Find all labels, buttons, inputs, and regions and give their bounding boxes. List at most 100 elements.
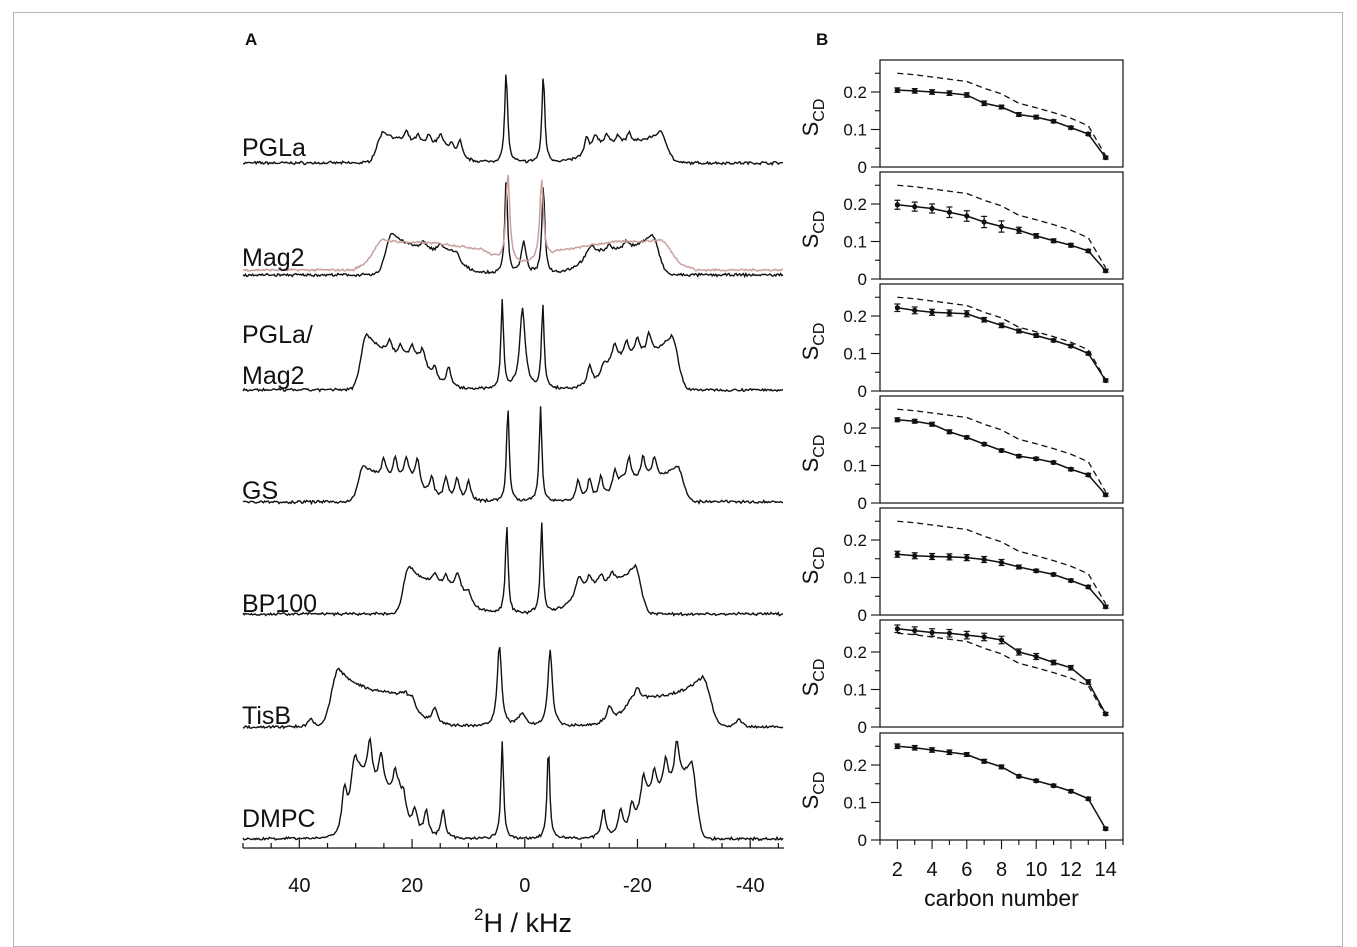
y-axis-label: SCD — [798, 435, 828, 473]
data-point — [912, 628, 917, 633]
data-point — [1086, 472, 1091, 477]
data-point — [1086, 584, 1091, 589]
reference-line — [897, 633, 1105, 716]
y-axis-label: SCD — [798, 211, 828, 249]
data-point — [929, 554, 934, 559]
order-parameter-panel: 00.10.2SCD00.10.2SCD00.10.2SCD00.10.2SCD… — [798, 60, 1123, 911]
data-point — [929, 630, 934, 635]
y-axis-label-main: S — [798, 682, 823, 697]
y-tick-label: 0.1 — [843, 233, 867, 252]
data-point — [1034, 568, 1039, 573]
data-point — [982, 634, 987, 639]
data-point — [964, 311, 969, 316]
y-axis-label-sub: CD — [811, 659, 828, 682]
data-point — [1034, 115, 1039, 120]
spectrum-label: Mag2 — [242, 362, 305, 390]
data-point — [947, 310, 952, 315]
spectrum-trace — [243, 182, 783, 276]
y-axis-label: SCD — [798, 323, 828, 361]
spectrum-label: BP100 — [242, 590, 317, 618]
y-axis-label-main: S — [798, 795, 823, 810]
data-point — [1034, 333, 1039, 338]
subplot-frame — [880, 60, 1123, 167]
data-point — [1051, 338, 1056, 343]
data-point — [999, 637, 1004, 642]
x-tick-label: 10 — [1025, 859, 1047, 881]
data-point — [982, 759, 987, 764]
data-point — [947, 91, 952, 96]
data-point — [964, 213, 969, 218]
spectrum-pgla-mag2: PGLa/Mag2 — [242, 299, 783, 391]
data-point — [895, 202, 900, 207]
data-point — [999, 224, 1004, 229]
data-point — [1016, 564, 1021, 569]
data-point — [1016, 112, 1021, 117]
data-point — [999, 448, 1004, 453]
data-point — [964, 555, 969, 560]
data-point — [1086, 351, 1091, 356]
data-point — [982, 442, 987, 447]
y-tick-label: 0.2 — [843, 756, 867, 775]
x-axis-title: 2H / kHz — [474, 905, 572, 936]
data-point — [947, 631, 952, 636]
data-point — [999, 323, 1004, 328]
data-point — [1034, 778, 1039, 783]
y-axis-label-sub: CD — [811, 547, 828, 570]
data-point — [1103, 711, 1108, 716]
y-tick-label: 0 — [858, 158, 867, 177]
data-point — [1103, 492, 1108, 497]
y-axis-label-sub: CD — [811, 323, 828, 346]
data-point — [895, 88, 900, 93]
y-axis-label-sub: CD — [811, 99, 828, 122]
data-point — [895, 626, 900, 631]
data-point — [1016, 454, 1021, 459]
data-point — [1086, 796, 1091, 801]
data-point — [1016, 774, 1021, 779]
reference-line — [897, 73, 1105, 156]
data-point — [1068, 125, 1073, 130]
y-tick-label: 0 — [858, 831, 867, 850]
data-point — [1068, 578, 1073, 583]
y-tick-label: 0 — [858, 494, 867, 513]
y-axis-label-sub: CD — [811, 211, 828, 234]
data-point — [912, 745, 917, 750]
panel-b-letter: B — [816, 30, 828, 49]
y-axis-label-main: S — [798, 458, 823, 473]
data-point — [929, 310, 934, 315]
y-tick-label: 0.1 — [843, 345, 867, 364]
data-point — [1068, 343, 1073, 348]
data-point — [982, 557, 987, 562]
x-tick-label: 20 — [401, 875, 423, 897]
spectrum-label: Mag2 — [242, 244, 305, 272]
data-point — [912, 88, 917, 93]
data-point — [964, 752, 969, 757]
scd-subplot-7: 00.10.2SCD — [798, 733, 1123, 850]
x-tick-label: -40 — [736, 875, 765, 897]
y-tick-label: 0.2 — [843, 531, 867, 550]
data-line — [897, 90, 1105, 158]
data-point — [1086, 679, 1091, 684]
y-axis-label-main: S — [798, 234, 823, 249]
data-point — [1016, 649, 1021, 654]
data-point — [964, 92, 969, 97]
data-point — [912, 553, 917, 558]
scd-subplot-5: 00.10.2SCD — [798, 508, 1123, 625]
x-axis-title-text: H / kHz — [483, 908, 572, 936]
data-point — [912, 419, 917, 424]
x-tick-label: 6 — [961, 859, 972, 881]
data-point — [912, 308, 917, 313]
y-tick-label: 0.1 — [843, 121, 867, 140]
x-tick-label: 14 — [1095, 859, 1117, 881]
spectrum-label: PGLa — [242, 134, 306, 162]
spectrum-label: GS — [242, 477, 278, 505]
x-axis-title: carbon number — [924, 885, 1079, 911]
y-tick-label: 0.1 — [843, 681, 867, 700]
data-point — [964, 435, 969, 440]
y-axis-label: SCD — [798, 772, 828, 810]
y-tick-label: 0.2 — [843, 195, 867, 214]
data-point — [947, 554, 952, 559]
data-point — [1051, 460, 1056, 465]
spectrum-label: TisB — [242, 702, 291, 730]
data-point — [1068, 665, 1073, 670]
data-point — [1103, 155, 1108, 160]
